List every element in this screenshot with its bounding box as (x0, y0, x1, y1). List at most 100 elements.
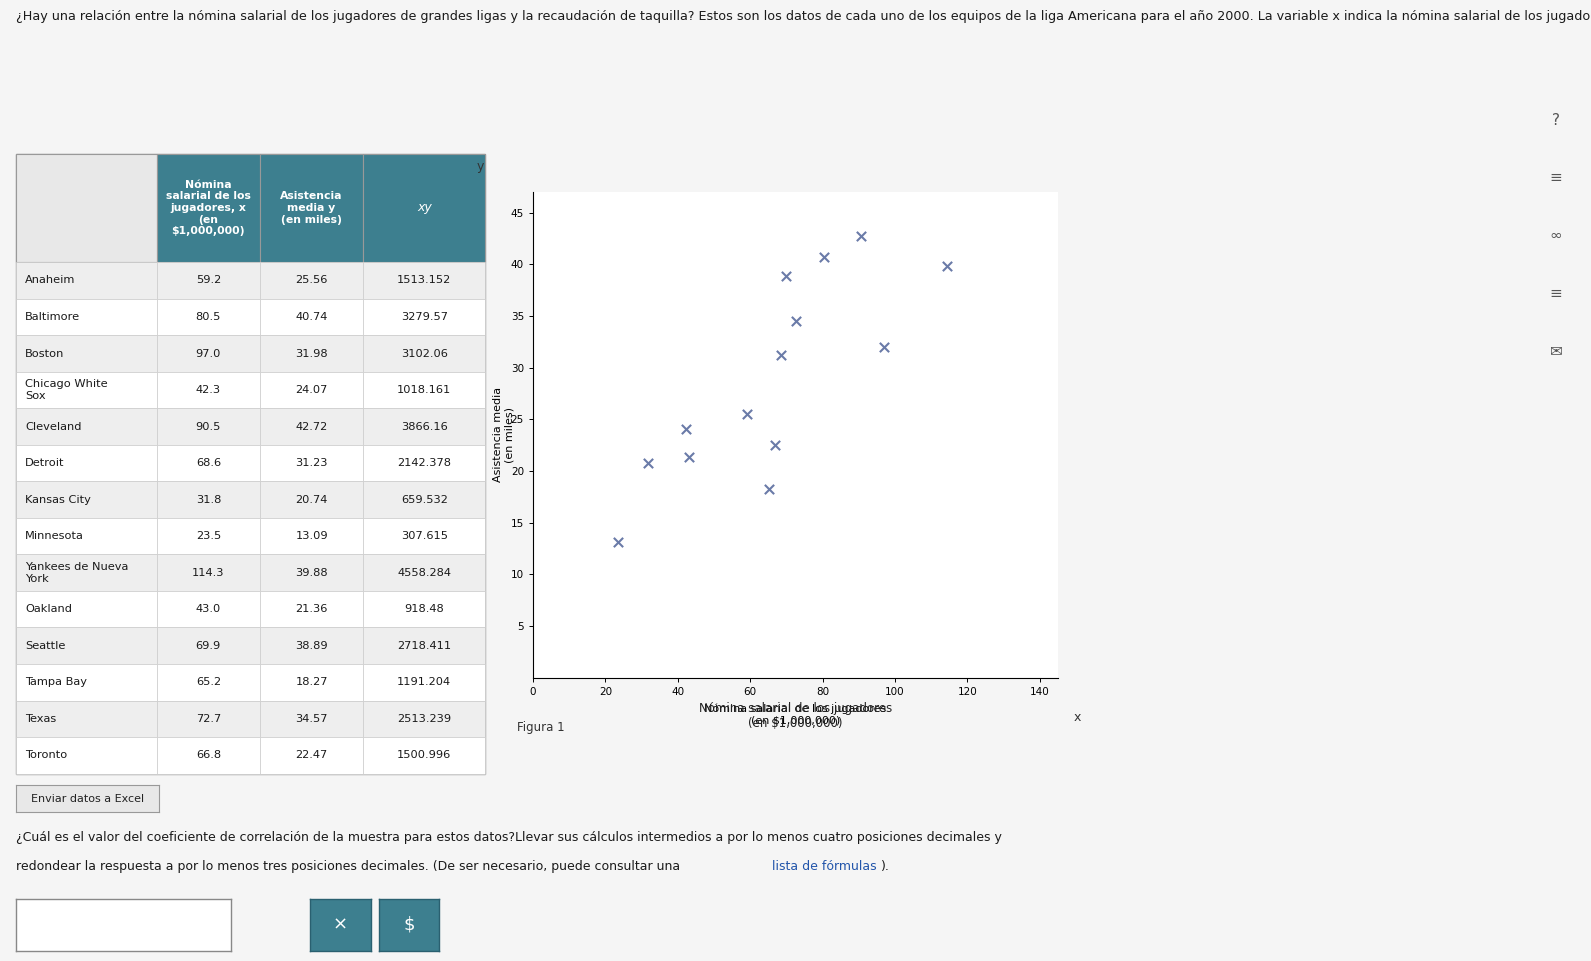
Text: 1018.161: 1018.161 (398, 385, 452, 395)
Bar (363, 701, 485, 737)
Text: 90.5: 90.5 (196, 422, 221, 431)
Text: Kansas City: Kansas City (25, 495, 91, 505)
Text: Enviar datos a Excel: Enviar datos a Excel (30, 794, 145, 803)
Bar (259, 554, 363, 591)
Point (768, 347, 794, 362)
Point (605, 534, 630, 550)
Text: 3102.06: 3102.06 (401, 349, 447, 358)
Text: ×: × (333, 916, 348, 934)
Text: Nómina
salarial de los
jugadores, x
(en
$1,000,000): Nómina salarial de los jugadores, x (en … (165, 180, 251, 236)
Text: ¿Hay una relación entre la nómina salarial de los jugadores de grandes ligas y l: ¿Hay una relación entre la nómina salari… (16, 10, 1591, 23)
Text: 4558.284: 4558.284 (398, 568, 452, 578)
Point (756, 481, 781, 497)
Bar (16, 299, 156, 335)
Text: 23.5: 23.5 (196, 531, 221, 541)
Bar (259, 518, 363, 554)
Text: 25.56: 25.56 (296, 276, 328, 285)
Text: 307.615: 307.615 (401, 531, 447, 541)
Bar (259, 628, 363, 664)
Text: Baltimore: Baltimore (25, 312, 81, 322)
Bar (363, 408, 485, 445)
Bar (16, 262, 156, 299)
Bar (156, 154, 259, 262)
Bar (156, 664, 259, 701)
Bar (16, 628, 156, 664)
Text: 2718.411: 2718.411 (398, 641, 452, 651)
Bar (363, 445, 485, 481)
Point (673, 421, 698, 436)
Text: 21.36: 21.36 (296, 604, 328, 614)
Text: 31.23: 31.23 (296, 458, 328, 468)
Point (773, 268, 799, 283)
Bar (156, 481, 259, 518)
Text: ✉: ✉ (1550, 343, 1562, 358)
Text: ∞: ∞ (1550, 228, 1562, 243)
X-axis label: Nómina salarial de los jugadores
(en $1,000,000): Nómina salarial de los jugadores (en $1,… (705, 703, 886, 726)
Bar (16, 554, 156, 591)
Point (783, 313, 808, 329)
Bar (16, 154, 156, 262)
Bar (259, 299, 363, 335)
Bar (16, 664, 156, 701)
Text: 3866.16: 3866.16 (401, 422, 447, 431)
Bar (363, 554, 485, 591)
Bar (156, 554, 259, 591)
Text: 42.72: 42.72 (296, 422, 328, 431)
Text: Tampa Bay: Tampa Bay (25, 678, 88, 687)
Point (811, 249, 837, 264)
Bar (156, 372, 259, 408)
Bar (156, 628, 259, 664)
Bar (16, 335, 156, 372)
Bar (259, 701, 363, 737)
Bar (259, 372, 363, 408)
Text: Boston: Boston (25, 349, 65, 358)
Point (676, 449, 702, 464)
Bar (363, 372, 485, 408)
Bar (259, 664, 363, 701)
Text: Anaheim: Anaheim (25, 276, 76, 285)
Point (848, 229, 873, 244)
Bar (156, 262, 259, 299)
Text: Texas: Texas (25, 714, 57, 724)
Text: 69.9: 69.9 (196, 641, 221, 651)
Bar (156, 408, 259, 445)
Text: ≡: ≡ (1550, 170, 1562, 185)
Bar (363, 481, 485, 518)
Text: 40.74: 40.74 (296, 312, 328, 322)
Text: y: y (477, 160, 484, 173)
Point (762, 438, 788, 454)
Bar (16, 737, 156, 774)
Bar (259, 591, 363, 628)
Text: 42.3: 42.3 (196, 385, 221, 395)
Text: 97.0: 97.0 (196, 349, 221, 358)
Bar (16, 591, 156, 628)
Point (635, 456, 660, 471)
Text: 3279.57: 3279.57 (401, 312, 447, 322)
Text: 659.532: 659.532 (401, 495, 447, 505)
Text: ¿Cuál es el valor del coeficiente de correlación de la muestra para estos datos?: ¿Cuál es el valor del coeficiente de cor… (16, 831, 1002, 845)
Text: 34.57: 34.57 (296, 714, 328, 724)
Text: 31.8: 31.8 (196, 495, 221, 505)
Bar (156, 518, 259, 554)
Text: $: $ (403, 916, 415, 934)
Text: 2142.378: 2142.378 (398, 458, 452, 468)
Text: 80.5: 80.5 (196, 312, 221, 322)
Text: Chicago White
Sox: Chicago White Sox (25, 380, 108, 401)
Bar (156, 591, 259, 628)
Text: xy: xy (417, 202, 431, 214)
Text: 1500.996: 1500.996 (398, 751, 452, 760)
Bar (363, 154, 485, 262)
Point (934, 259, 959, 274)
Bar (156, 445, 259, 481)
Text: 43.0: 43.0 (196, 604, 221, 614)
Y-axis label: Asistencia media
(en miles): Asistencia media (en miles) (493, 387, 514, 482)
Text: 2513.239: 2513.239 (398, 714, 452, 724)
Text: Detroit: Detroit (25, 458, 65, 468)
Bar (259, 737, 363, 774)
Bar (156, 299, 259, 335)
Text: 31.98: 31.98 (296, 349, 328, 358)
Bar (363, 299, 485, 335)
Bar (16, 445, 156, 481)
Bar (16, 518, 156, 554)
Bar (363, 518, 485, 554)
